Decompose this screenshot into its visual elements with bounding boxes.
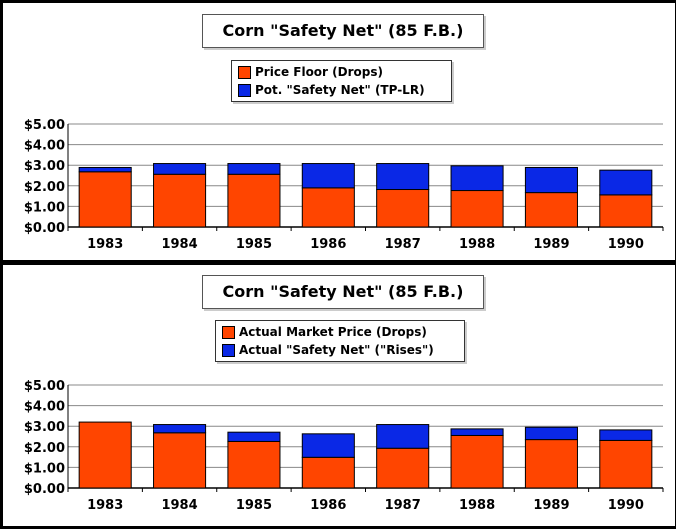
bar-upper-1989 [524,426,578,441]
bar-upper-1986 [301,433,355,458]
bottom-chart-title: Corn "Safety Net" (85 F.B.) [202,275,484,309]
bar-upper-1984 [153,163,207,175]
bar-upper-1985 [227,163,281,175]
bar-lower-1989 [524,192,578,228]
y-tick-label: $2.00 [24,180,65,195]
bar-lower-1985 [227,440,281,489]
bar-lower-1984 [153,432,207,489]
bar-lower-1988 [450,190,504,228]
x-tick-label: 1990 [608,237,644,252]
bar-upper-1986 [301,163,355,189]
bar-upper-1990 [599,169,653,196]
y-tick-label: $0.00 [24,482,65,497]
x-tick-label: 1988 [459,237,495,252]
bar-lower-1986 [301,456,355,489]
x-tick-label: 1983 [87,498,123,513]
y-tick-label: $0.00 [24,221,65,236]
bottom-chart-legend: Actual Market Price (Drops) Actual "Safe… [215,320,465,362]
y-tick-label: $4.00 [24,139,65,154]
bar-upper-1990 [599,429,653,441]
legend-label: Price Floor (Drops) [255,65,383,79]
bar-lower-1987 [376,189,430,228]
x-tick-label: 1987 [385,498,421,513]
y-tick-label: $3.00 [24,420,65,435]
x-tick-label: 1983 [87,237,123,252]
bar-lower-1986 [301,187,355,228]
bottom-chart-panel: $0.00 $1.00 $2.00 $3.00 $4.00 $5.00 1983 1984 19… [0,262,676,529]
y-tick-label: $5.00 [24,379,65,394]
x-tick-label: 1987 [385,237,421,252]
bar-upper-1985 [227,431,281,442]
bar-lower-1988 [450,434,504,489]
y-tick-label: $3.00 [24,159,65,174]
y-tick-label: $2.00 [24,441,65,456]
bar-upper-1989 [524,166,578,194]
bar-lower-1984 [153,173,207,228]
bar-upper-1988 [450,428,504,436]
top-chart-title: Corn "Safety Net" (85 F.B.) [202,14,484,48]
top-chart-svg: $0.00 $1.00 $2.00 $3.00 $4.00 $5.00 1983 1984 19… [24,118,664,252]
bar-lower-1987 [376,447,430,489]
bar-upper-1988 [450,165,504,192]
x-tick-label: 1989 [533,498,569,513]
legend-swatch-orange [238,65,251,79]
y-tick-label: $5.00 [24,118,65,133]
legend-swatch-orange [222,325,235,339]
y-tick-label: $1.00 [24,461,65,476]
bottom-chart-svg: $0.00 $1.00 $2.00 $3.00 $4.00 $5.00 1983 1984 19… [24,379,664,513]
legend-swatch-blue [238,83,251,97]
legend-label: Actual Market Price (Drops) [239,325,427,339]
y-tick-label: $4.00 [24,400,65,415]
bar-upper-1984 [153,424,207,434]
y-tick-label: $1.00 [24,200,65,215]
legend-label: Actual "Safety Net" ("Rises") [239,343,434,357]
x-tick-label: 1984 [161,498,197,513]
bar-lower-1990 [599,194,653,228]
bar-lower-1989 [524,439,578,489]
x-tick-label: 1985 [236,498,272,513]
x-tick-label: 1986 [310,498,346,513]
bar-lower-1983 [78,421,132,489]
legend-label: Pot. "Safety Net" (TP-LR) [255,83,425,97]
x-tick-label: 1984 [161,237,197,252]
x-tick-label: 1986 [310,237,346,252]
x-tick-label: 1988 [459,498,495,513]
bar-lower-1985 [227,173,281,228]
x-tick-label: 1989 [533,237,569,252]
bar-upper-1987 [376,163,430,191]
x-tick-label: 1990 [608,498,644,513]
bar-lower-1990 [599,439,653,489]
bar-upper-1983 [78,166,132,173]
legend-swatch-blue [222,343,235,357]
top-chart-legend: Price Floor (Drops) Pot. "Safety Net" (T… [231,60,452,102]
top-chart-panel: $0.00 $1.00 $2.00 $3.00 $4.00 $5.00 1983 1984 19… [0,0,676,263]
x-tick-label: 1985 [236,237,272,252]
bar-lower-1983 [78,171,132,228]
bar-upper-1987 [376,424,430,449]
